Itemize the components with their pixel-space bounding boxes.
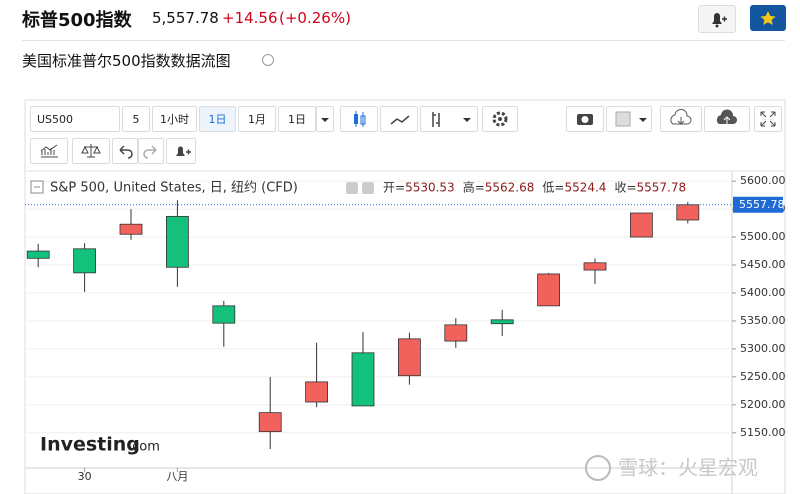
- chart-title: S&P 500, United States, 日, 纽约 (CFD): [50, 181, 298, 196]
- y-tick-label: 5400.00: [740, 286, 786, 299]
- candle-body: [258, 412, 282, 433]
- interval-button[interactable]: 1日: [278, 106, 316, 132]
- y-tick-label: 5350.00: [740, 314, 786, 327]
- candle-body: [351, 352, 375, 407]
- candle-body: [444, 324, 468, 342]
- collapse-icon[interactable]: [30, 180, 44, 194]
- page-title: 标普500指数: [22, 10, 132, 31]
- dropdown[interactable]: [316, 106, 334, 132]
- ohlc-value: 5530.53: [405, 181, 455, 195]
- watermark: 雪球：火星宏观: [618, 456, 758, 480]
- logo-suffix: .com: [128, 440, 160, 455]
- star-icon: [760, 11, 776, 25]
- watchlist-button[interactable]: [750, 5, 786, 31]
- change-pct: (+0.26%): [279, 9, 351, 27]
- y-tick-label: 5150.00: [740, 426, 786, 439]
- undo-button[interactable]: [112, 138, 138, 164]
- change: +14.56: [222, 9, 278, 27]
- eye-icon[interactable]: [346, 182, 358, 194]
- candle-body: [676, 204, 700, 221]
- interval-button[interactable]: 1日: [199, 106, 236, 132]
- candle-body: [119, 223, 143, 235]
- separator: [22, 40, 785, 41]
- compare-button[interactable]: [72, 138, 110, 164]
- bar-type-button[interactable]: [420, 106, 478, 132]
- ohlc-label: 高=: [463, 180, 485, 195]
- screenshot-button[interactable]: [566, 106, 604, 132]
- settings-button[interactable]: [482, 106, 518, 132]
- candle-body: [537, 273, 560, 307]
- logo: Investing: [40, 434, 140, 456]
- ohlc-legend: 开= 5530.53 高= 5562.68 低= 5524.4 收= 5557.78: [383, 180, 686, 195]
- upload-button[interactable]: [704, 106, 750, 132]
- candle-body: [26, 250, 50, 259]
- y-tick-label: 5500.00: [740, 230, 786, 243]
- candle-body: [630, 212, 653, 238]
- y-tick-label: 5450.00: [740, 258, 786, 271]
- candle-body: [305, 381, 329, 403]
- y-tick-label: 5200.00: [740, 398, 786, 411]
- candle-body: [165, 215, 189, 268]
- watermark-icon: [585, 455, 611, 481]
- ohlc-value: 5524.4: [564, 181, 606, 195]
- price: 5,557.78: [152, 9, 219, 27]
- candle-body: [397, 338, 421, 377]
- color-button[interactable]: [606, 106, 652, 132]
- x-tick-label: 八月: [166, 470, 188, 483]
- ohlc-label: 开=: [383, 181, 405, 195]
- candle-body: [73, 248, 96, 274]
- info-icon[interactable]: [262, 54, 274, 66]
- ohlc-value: 5562.68: [485, 181, 535, 195]
- download-button[interactable]: [660, 106, 702, 132]
- indicators-button[interactable]: [30, 138, 68, 164]
- settings-icon[interactable]: [362, 182, 374, 194]
- price-tag: [733, 196, 783, 213]
- candle-body: [490, 319, 514, 325]
- symbol-input[interactable]: US500: [30, 106, 120, 132]
- candle-body: [583, 262, 607, 271]
- x-tick-label: 30: [78, 470, 92, 483]
- y-tick-label: 5600.00: [740, 174, 786, 187]
- ohlc-label: 收=: [614, 181, 636, 195]
- alert-tool-button[interactable]: [166, 138, 196, 164]
- redo-button[interactable]: [138, 138, 164, 164]
- candle-body: [212, 305, 236, 324]
- subtitle: 美国标准普尔500指数数据流图: [22, 52, 231, 70]
- y-tick-label: 5300.00: [740, 342, 786, 355]
- y-tick-label: 5250.00: [740, 370, 786, 383]
- interval-button[interactable]: 5: [122, 106, 150, 132]
- interval-button[interactable]: 1小时: [152, 106, 197, 132]
- interval-button[interactable]: 1月: [238, 106, 276, 132]
- price-tag-label: 5557.78: [739, 198, 785, 211]
- line-type-button[interactable]: [380, 106, 418, 132]
- candle-type-button[interactable]: [340, 106, 378, 132]
- bell-icon: [712, 13, 727, 28]
- ohlc-label: 低=: [542, 181, 564, 195]
- alert-button[interactable]: [698, 5, 736, 33]
- widget-frame: [24, 99, 786, 494]
- fullscreen-button[interactable]: [754, 106, 782, 132]
- ohlc-value: 5557.78: [637, 181, 687, 195]
- plot: 5150.00 5200.00 5250.00 5300.00 5350.00 5400.…: [25, 174, 786, 483]
